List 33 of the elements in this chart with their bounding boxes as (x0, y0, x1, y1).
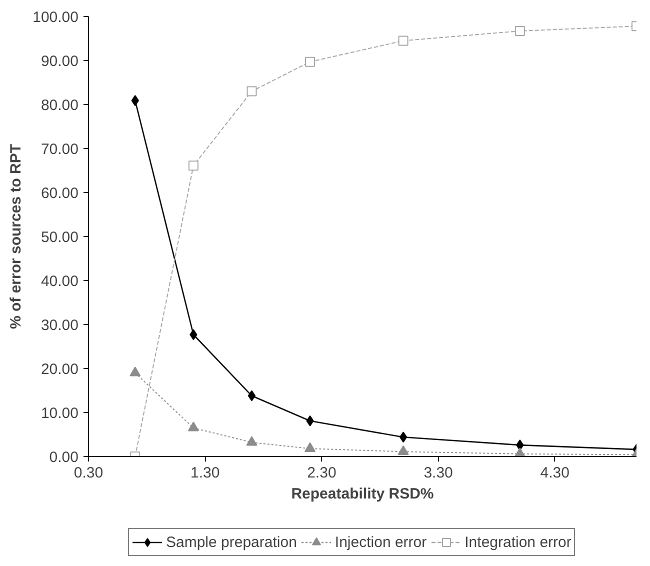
y-tick-label: 60.00 (40, 185, 79, 202)
point (305, 56, 316, 67)
legend-label: Integration error (464, 534, 572, 550)
y-tick-label: 30.00 (40, 317, 79, 334)
y-tick-label: 80.00 (40, 97, 79, 114)
x-tick-label: 3.30 (424, 464, 453, 482)
x-tick-label: 1.30 (190, 464, 220, 482)
point (188, 160, 198, 171)
y-axis-title: % of error sources to RPT (8, 144, 25, 330)
point (246, 86, 257, 96)
legend-label: Sample preparation (166, 534, 297, 550)
point (130, 366, 141, 376)
y-tick-label: 100.00 (32, 9, 79, 26)
point (398, 445, 409, 456)
y-tick-label: 40.00 (40, 273, 79, 290)
y-tick-label: 50.00 (40, 229, 79, 246)
y-tick-label: 0.00 (49, 449, 79, 466)
y-tick-label: 70.00 (40, 141, 79, 158)
point (514, 26, 525, 36)
y-tick-label: 90.00 (40, 53, 79, 70)
x-tick-label: 4.30 (540, 464, 570, 482)
x-tick-label: 2.30 (307, 464, 336, 482)
legend-label: Injection error (334, 534, 427, 550)
y-tick-label: 20.00 (40, 361, 79, 378)
y-tick-label: 10.00 (40, 405, 79, 422)
point (248, 390, 256, 402)
x-tick-label: 0.30 (74, 464, 104, 482)
point (246, 436, 258, 446)
point (399, 432, 408, 443)
point (188, 422, 199, 432)
x-axis-title: Repeatability RSD% (291, 486, 434, 502)
point (304, 442, 316, 452)
point (398, 36, 408, 46)
